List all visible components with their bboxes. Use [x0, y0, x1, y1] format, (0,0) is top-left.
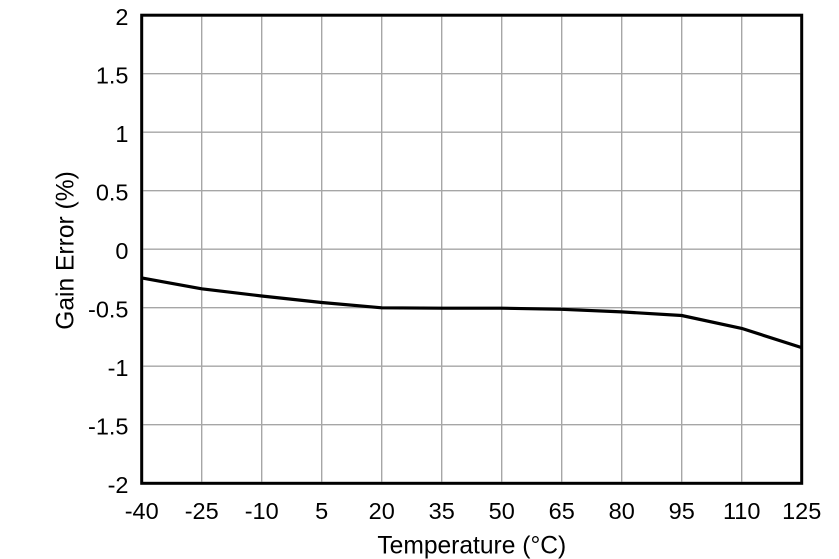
svg-text:5: 5 — [315, 498, 328, 524]
svg-text:-1.5: -1.5 — [88, 414, 129, 440]
svg-text:65: 65 — [549, 498, 575, 524]
svg-text:0: 0 — [115, 238, 128, 264]
svg-text:20: 20 — [369, 498, 395, 524]
svg-text:1.5: 1.5 — [96, 63, 129, 89]
svg-text:-25: -25 — [185, 498, 219, 524]
svg-text:Temperature (°C): Temperature (°C) — [377, 533, 566, 559]
svg-text:-1: -1 — [108, 355, 129, 381]
svg-text:80: 80 — [609, 498, 635, 524]
svg-text:50: 50 — [489, 498, 515, 524]
svg-text:Gain Error (%): Gain Error (%) — [53, 171, 80, 330]
svg-text:2: 2 — [115, 4, 128, 30]
svg-text:110: 110 — [723, 498, 760, 524]
svg-text:0.5: 0.5 — [96, 180, 129, 206]
svg-text:95: 95 — [669, 498, 695, 524]
svg-text:125: 125 — [782, 498, 821, 524]
svg-text:-40: -40 — [125, 498, 159, 524]
svg-text:-0.5: -0.5 — [88, 297, 129, 323]
svg-text:35: 35 — [429, 498, 455, 524]
svg-text:1: 1 — [115, 121, 128, 147]
svg-text:-10: -10 — [245, 498, 279, 524]
svg-text:-2: -2 — [108, 472, 129, 498]
